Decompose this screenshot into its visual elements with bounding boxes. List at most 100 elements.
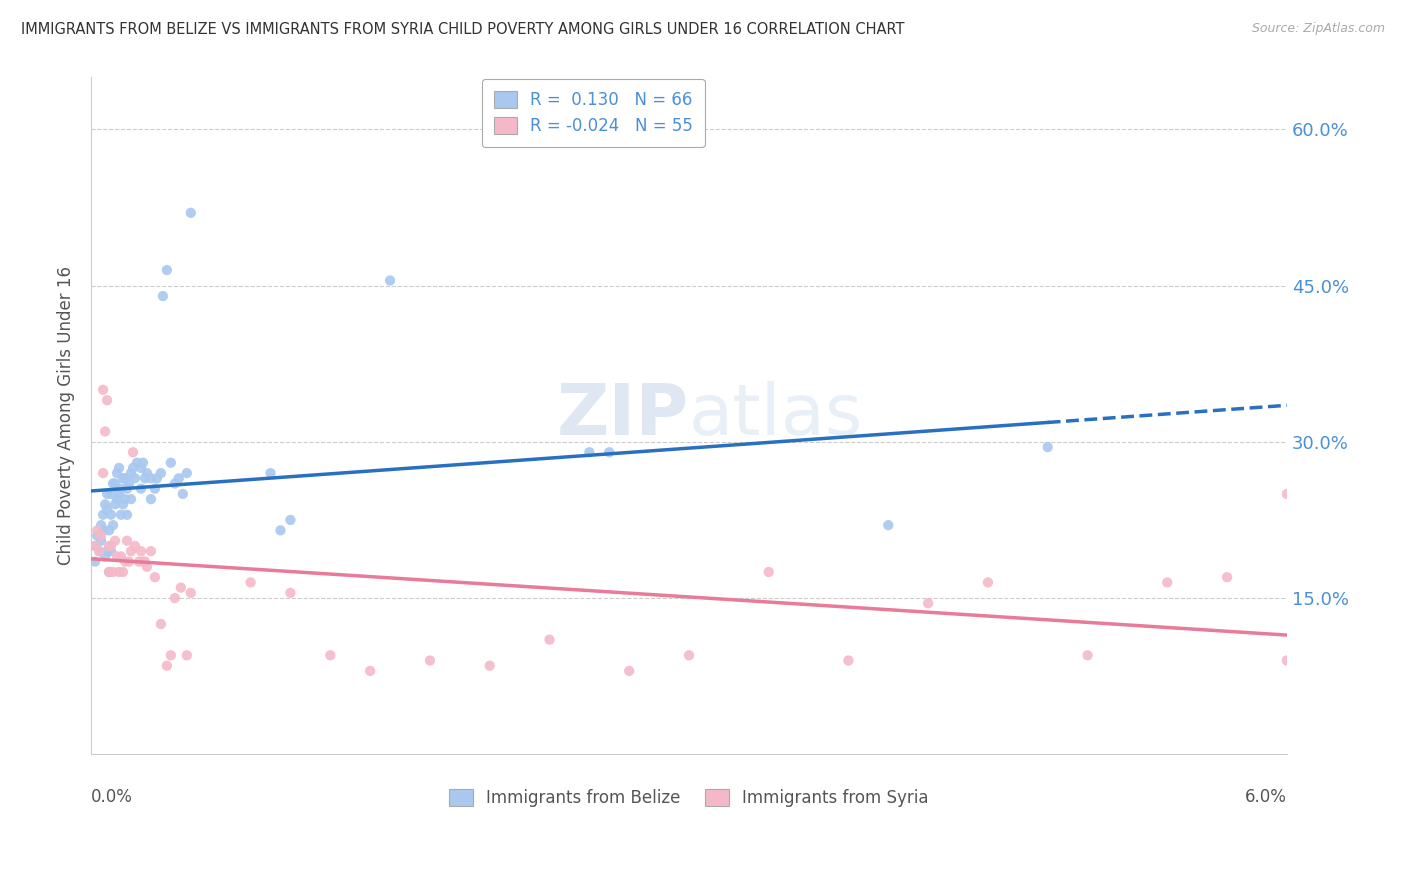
Point [259,466,281,480]
Point [84,539,107,553]
Point [156,658,179,673]
Point [90,533,112,548]
Point [100,539,122,553]
Point [100,508,122,522]
Point [94,549,117,564]
Point [94,497,117,511]
Point [1036,440,1059,454]
Point [1216,570,1239,584]
Point [172,487,194,501]
Point [1156,575,1178,590]
Point [280,513,302,527]
Point [118,476,141,491]
Point [90,528,112,542]
Point [98,539,121,553]
Point [758,565,780,579]
Point [112,471,135,485]
Point [112,497,135,511]
Point [84,555,107,569]
Point [170,581,193,595]
Point [478,658,501,673]
Point [120,492,142,507]
Point [105,492,128,507]
Point [86,524,108,538]
Point [149,466,172,480]
Point [101,518,124,533]
Point [578,445,600,459]
Point [129,482,152,496]
Point [180,586,202,600]
Point [104,497,127,511]
Point [96,393,118,408]
Point [1077,648,1099,663]
Point [917,596,939,610]
Point [89,544,111,558]
Point [89,544,111,558]
Point [114,492,136,507]
Point [176,466,198,480]
Point [129,461,152,475]
Point [112,565,135,579]
Point [129,544,152,558]
Point [104,533,127,548]
Point [108,461,131,475]
Point [160,648,183,663]
Point [105,466,128,480]
Point [110,508,132,522]
Point [1275,653,1298,667]
Point [239,575,262,590]
Point [98,565,121,579]
Point [91,508,114,522]
Text: Source: ZipAtlas.com: Source: ZipAtlas.com [1251,22,1385,36]
Point [132,456,155,470]
Point [877,518,900,533]
Point [156,263,179,277]
Point [94,425,117,439]
Point [101,476,124,491]
Point [146,471,169,485]
Point [110,549,132,564]
Point [100,487,122,501]
Point [134,555,156,569]
Point [1275,487,1298,501]
Point [100,544,122,558]
Text: IMMIGRANTS FROM BELIZE VS IMMIGRANTS FROM SYRIA CHILD POVERTY AMONG GIRLS UNDER : IMMIGRANTS FROM BELIZE VS IMMIGRANTS FRO… [21,22,904,37]
Text: 6.0%: 6.0% [1244,788,1286,806]
Point [124,471,146,485]
Point [108,487,131,501]
Text: ZIP: ZIP [557,381,689,450]
Point [180,206,202,220]
Point [359,664,381,678]
Point [114,555,136,569]
Point [120,466,142,480]
Point [139,471,162,485]
Point [269,524,291,538]
Point [90,518,112,533]
Point [977,575,1000,590]
Point [538,632,561,647]
Point [118,555,141,569]
Point [419,653,441,667]
Point [91,383,114,397]
Point [160,456,183,470]
Point [104,476,127,491]
Point [115,482,138,496]
Legend: Immigrants from Belize, Immigrants from Syria: Immigrants from Belize, Immigrants from … [443,782,935,814]
Point [96,487,118,501]
Point [136,466,159,480]
Point [91,466,114,480]
Point [136,559,159,574]
Point [86,528,108,542]
Point [108,565,131,579]
Point [139,492,162,507]
Point [125,456,148,470]
Point [96,502,118,516]
Point [98,524,121,538]
Point [319,648,342,663]
Point [84,539,107,553]
Point [132,555,155,569]
Point [678,648,700,663]
Point [122,461,145,475]
Y-axis label: Child Poverty Among Girls Under 16: Child Poverty Among Girls Under 16 [58,267,75,566]
Point [101,565,124,579]
